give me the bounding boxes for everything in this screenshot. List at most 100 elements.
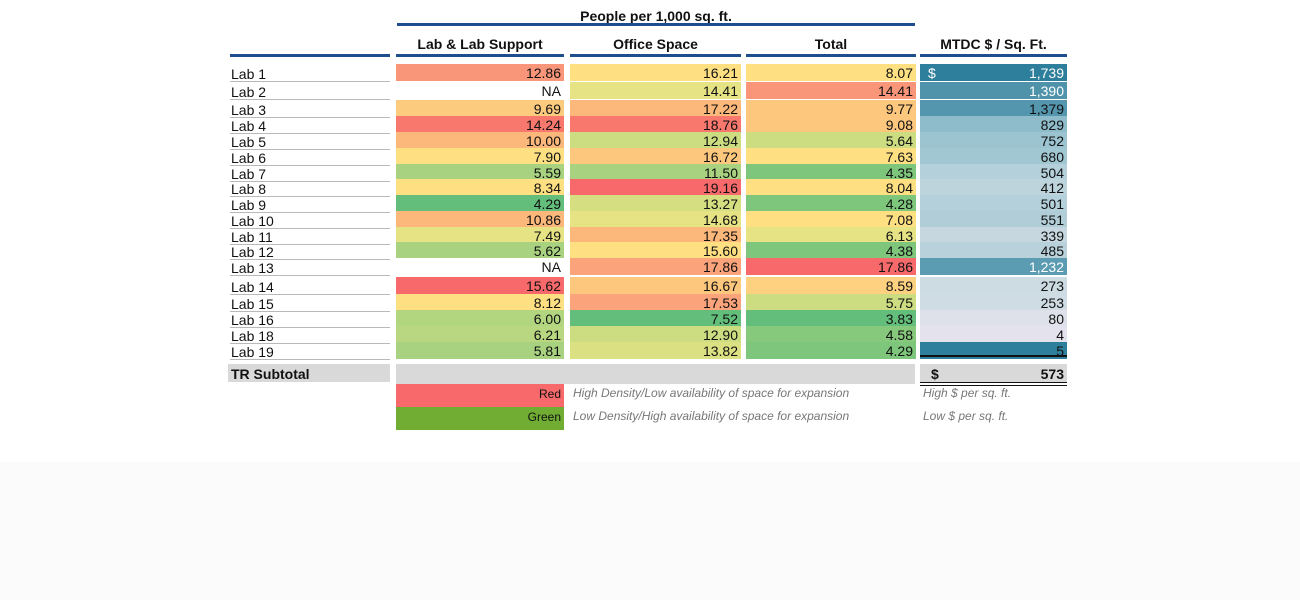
- total-cell: 8.04: [746, 179, 916, 196]
- total-cell: 9.08: [746, 116, 916, 133]
- total-cell: 7.08: [746, 211, 916, 228]
- lab-support-cell: 12.86: [396, 64, 564, 81]
- total-cell: 8.59: [746, 277, 916, 294]
- mtdc-cell: 80: [920, 310, 1067, 327]
- total-cell: 4.58: [746, 326, 916, 343]
- lab-support-cell: 10.86: [396, 211, 564, 228]
- office-space-cell: 19.16: [570, 179, 741, 196]
- office-space-cell: 16.67: [570, 277, 741, 294]
- people-header-rule: [397, 23, 915, 26]
- people-per-sqft-header: People per 1,000 sq. ft.: [580, 8, 732, 24]
- office-space-cell: 11.50: [570, 164, 741, 181]
- office-space-cell: 16.21: [570, 64, 741, 81]
- table-row: Lab 14 15.62 16.67 8.59 273: [0, 277, 1300, 295]
- table-row: Lab 13 NA 17.86 17.86 1,232: [0, 258, 1300, 276]
- lab-support-cell: 15.62: [396, 277, 564, 294]
- mtdc-cell: 1,390: [920, 82, 1067, 99]
- office-space-cell: 17.35: [570, 227, 741, 244]
- row-underline: [230, 149, 390, 150]
- total-cell: 4.29: [746, 342, 916, 359]
- col-header-mtdc: MTDC $ / Sq. Ft.: [940, 36, 1047, 52]
- mtdc-cell: 680: [920, 148, 1067, 165]
- total-cell: 3.83: [746, 310, 916, 327]
- lab-support-cell: NA: [396, 82, 564, 99]
- subtotal-mtdc-cell: [920, 364, 1067, 382]
- subtotal-double-rule-bottom: [920, 385, 1067, 386]
- mtdc-cell: 829: [920, 116, 1067, 133]
- table-row: Lab 19 5.81 13.82 4.29 5: [0, 342, 1300, 360]
- table-row: Lab 10 10.86 14.68 7.08 551: [0, 211, 1300, 229]
- row-underline: [230, 343, 390, 344]
- total-cell: 6.13: [746, 227, 916, 244]
- subtotal-label-cell: [228, 364, 390, 382]
- office-space-cell: 7.52: [570, 310, 741, 327]
- row-underline: [230, 275, 390, 276]
- row-label: Lab 13: [231, 260, 274, 276]
- table-row: Lab 9 4.29 13.27 4.28 501: [0, 195, 1300, 213]
- row-underline: [230, 294, 390, 295]
- row-underline: [230, 259, 390, 260]
- row-underline: [230, 196, 390, 197]
- lab-support-cell: 8.34: [396, 179, 564, 196]
- total-column-rule: [746, 54, 916, 57]
- mtdc-cell: 752: [920, 132, 1067, 149]
- label-column-rule: [230, 54, 390, 57]
- legend-green-swatch: Green: [396, 407, 564, 430]
- row-label: Lab 11: [231, 229, 273, 245]
- office-column-rule: [570, 54, 741, 57]
- office-space-cell: 16.72: [570, 148, 741, 165]
- office-space-cell: 12.90: [570, 326, 741, 343]
- row-underline: [230, 311, 390, 312]
- row-label: Lab 5: [231, 134, 267, 150]
- office-space-cell: 14.68: [570, 211, 741, 228]
- mtdc-cell: 339: [920, 227, 1067, 244]
- table-row: Lab 15 8.12 17.53 5.75 253: [0, 294, 1300, 312]
- total-cell: 8.07: [746, 64, 916, 81]
- legend-red-note: High $ per sq. ft.: [923, 386, 1012, 400]
- table-row: Lab 5 10.00 12.94 5.64 752: [0, 132, 1300, 150]
- row-label: Lab 8: [231, 181, 267, 197]
- mtdc-cell: 253: [920, 294, 1067, 311]
- subtotal-label: TR Subtotal: [231, 366, 310, 382]
- col-header-total: Total: [814, 36, 848, 52]
- mtdc-column-rule: [920, 54, 1067, 57]
- table-row: Lab 16 6.00 7.52 3.83 80: [0, 310, 1300, 328]
- mtdc-bottom-rule: [920, 355, 1067, 357]
- table-row: Lab 8 8.34 19.16 8.04 412: [0, 179, 1300, 197]
- row-underline: [230, 212, 390, 213]
- lab-support-cell: 8.12: [396, 294, 564, 311]
- col-header-lab: Lab & Lab Support: [417, 36, 543, 52]
- office-space-cell: 17.53: [570, 294, 741, 311]
- col-header-office: Office Space: [613, 36, 698, 52]
- table-row: Lab 1 12.86 16.21 8.07 1,739 $: [0, 64, 1300, 82]
- lab-support-cell: 6.00: [396, 310, 564, 327]
- mtdc-cell: 501: [920, 195, 1067, 212]
- row-underline: [230, 228, 390, 229]
- subtotal-double-rule-top: [920, 382, 1067, 383]
- total-cell: 4.28: [746, 195, 916, 212]
- total-cell: 9.77: [746, 100, 916, 117]
- lab-support-cell: NA: [396, 258, 564, 275]
- total-cell: 14.41: [746, 82, 916, 99]
- row-label: Lab 16: [231, 312, 274, 328]
- mtdc-cell: 412: [920, 179, 1067, 196]
- row-label: Lab 19: [231, 344, 274, 360]
- total-cell: 7.63: [746, 148, 916, 165]
- row-underline: [230, 327, 390, 328]
- lab-support-cell: 5.62: [396, 242, 564, 259]
- mtdc-cell: 1,232: [920, 258, 1067, 275]
- total-cell: 17.86: [746, 258, 916, 275]
- table-row: Lab 3 9.69 17.22 9.77 1,379: [0, 100, 1300, 118]
- subtotal-dollar-sign: $: [931, 366, 939, 382]
- office-space-cell: 13.27: [570, 195, 741, 212]
- row-underline: [230, 117, 390, 118]
- office-space-cell: 12.94: [570, 132, 741, 149]
- table-row: Lab 11 7.49 17.35 6.13 339: [0, 227, 1300, 245]
- mtdc-cell: 5: [920, 342, 1067, 359]
- office-space-cell: 15.60: [570, 242, 741, 259]
- table-row: Lab 7 5.59 11.50 4.35 504: [0, 164, 1300, 182]
- office-space-cell: 17.22: [570, 100, 741, 117]
- table-row: Lab 12 5.62 15.60 4.38 485: [0, 242, 1300, 260]
- row-underline: [230, 81, 390, 82]
- total-cell: 5.75: [746, 294, 916, 311]
